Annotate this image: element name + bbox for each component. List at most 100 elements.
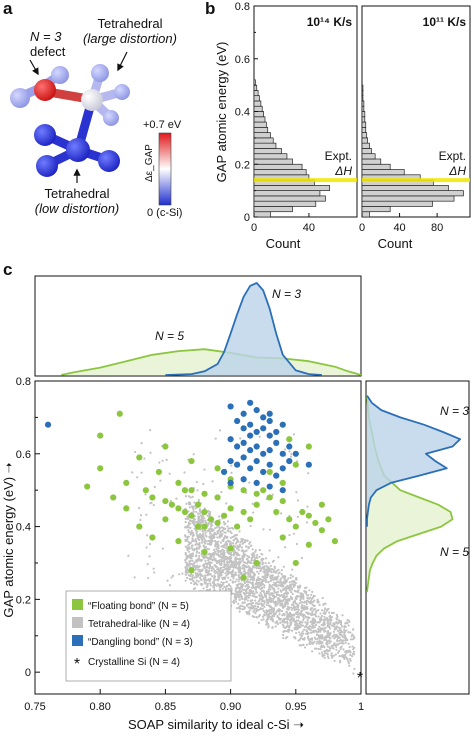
tetrahedral-point — [266, 575, 269, 579]
tetrahedral-point — [189, 522, 192, 525]
floating-bond-point — [227, 505, 234, 512]
tetrahedral-point — [262, 528, 265, 531]
tetrahedral-point — [274, 604, 277, 607]
tetrahedral-point — [265, 621, 268, 624]
tetrahedral-point — [249, 606, 252, 609]
tetrahedral-point — [322, 618, 325, 621]
tetrahedral-point — [351, 633, 354, 636]
tetrahedral-point — [250, 586, 253, 589]
tetrahedral-point — [267, 566, 270, 569]
tetrahedral-point — [195, 540, 198, 543]
tetrahedral-point — [190, 581, 193, 585]
tetrahedral-point — [267, 626, 270, 629]
tetrahedral-point — [251, 548, 254, 551]
tetrahedral-point — [349, 651, 352, 654]
dangling-bond-point — [273, 472, 280, 479]
tetrahedral-point — [247, 569, 250, 572]
tetrahedral-point — [200, 534, 204, 537]
floating-bond-point — [97, 432, 104, 439]
tetrahedral-point — [305, 521, 308, 524]
dangling-bond-point — [44, 421, 52, 428]
tetrahedral-point — [278, 584, 281, 587]
tetrahedral-point — [270, 606, 273, 610]
tetrahedral-point — [225, 574, 228, 577]
dangling-bond-point — [240, 425, 247, 432]
tetrahedral-point — [317, 647, 320, 651]
tetrahedral-point — [300, 556, 303, 560]
tetrahedral-point — [240, 571, 243, 575]
tetrahedral-point — [226, 567, 229, 570]
tetrahedral-point — [216, 531, 220, 535]
tetrahedral-point — [282, 619, 286, 622]
tetrahedral-point — [299, 633, 302, 636]
tetrahedral-point — [191, 552, 195, 555]
tetrahedral-point — [212, 585, 215, 588]
tetrahedral-point — [217, 525, 220, 528]
tetrahedral-point — [247, 556, 251, 559]
top-marginal-n5-label: N = 5 — [155, 329, 184, 343]
tetrahedral-point — [242, 570, 246, 573]
tetrahedral-point — [187, 540, 190, 544]
histogram-x-tick-label: 0 — [251, 222, 257, 234]
tetrahedral-point — [267, 615, 270, 619]
tetrahedral-point — [328, 611, 331, 614]
tetrahedral-point — [190, 529, 193, 532]
tetrahedral-point — [212, 556, 216, 559]
floating-bond-point — [162, 498, 169, 505]
tetrahedral-point — [288, 619, 291, 622]
tetrahedral-point — [319, 612, 322, 615]
floating-bond-point — [84, 483, 91, 490]
tetrahedral-point — [227, 539, 230, 542]
tetrahedral-point — [279, 512, 283, 515]
tetrahedral-point — [215, 553, 219, 556]
tetrahedral-point — [261, 562, 264, 566]
tetrahedral-point — [159, 479, 162, 482]
tetrahedral-point — [310, 641, 313, 644]
tetrahedral-point — [200, 541, 204, 544]
tetrahedral-point — [282, 630, 285, 634]
tetrahedral-point — [353, 667, 356, 671]
tetrahedral-point — [277, 616, 280, 619]
dangling-bond-point — [260, 468, 267, 476]
tetrahedral-point — [165, 458, 168, 461]
tetrahedral-point — [317, 615, 320, 618]
tetrahedral-point — [191, 574, 195, 577]
tetrahedral-point — [231, 581, 235, 584]
dangling-bond-point — [253, 407, 260, 414]
tetrahedral-point — [240, 546, 243, 549]
tetrahedral-point — [309, 596, 312, 599]
tetrahedral-point — [223, 576, 227, 579]
dangling-bond-point — [279, 450, 286, 457]
tetrahedral-point — [226, 525, 229, 528]
tetrahedral-point — [323, 609, 326, 612]
tetrahedral-point — [209, 522, 213, 526]
tetrahedral-point — [187, 529, 190, 532]
tetrahedral-point — [261, 607, 264, 610]
tetrahedral-point — [195, 579, 198, 582]
histogram-bar — [253, 169, 307, 176]
tetrahedral-point — [268, 528, 271, 531]
panel-a-annotations: N = 3 defect Tetrahedral (large distorti… — [29, 16, 182, 219]
tetrahedral-point — [235, 584, 238, 587]
tetrahedral-point — [305, 590, 308, 593]
tetrahedral-point — [226, 520, 230, 523]
tetrahedral-point — [231, 569, 235, 572]
histogram-bar — [361, 95, 364, 102]
tetrahedral-point — [298, 586, 301, 589]
tetrahedral-point — [349, 631, 352, 634]
tetrahedral-point — [332, 624, 335, 627]
tetrahedral-point — [308, 624, 312, 628]
tetrahedral-point — [207, 539, 210, 542]
panel-label-b: b — [205, 0, 215, 18]
tetrahedral-point — [222, 581, 225, 584]
tetrahedral-point — [292, 433, 296, 436]
tetrahedral-point — [264, 580, 267, 584]
tetrahedral-point — [195, 559, 198, 562]
histogram-bar — [253, 211, 271, 218]
tetrahedral-point — [189, 496, 192, 499]
histogram-bar — [361, 158, 382, 165]
floating-bond-point — [305, 512, 312, 519]
tetrahedral-point — [343, 630, 346, 633]
tetrahedral-point — [189, 531, 192, 534]
tetrahedral-point — [268, 596, 271, 599]
